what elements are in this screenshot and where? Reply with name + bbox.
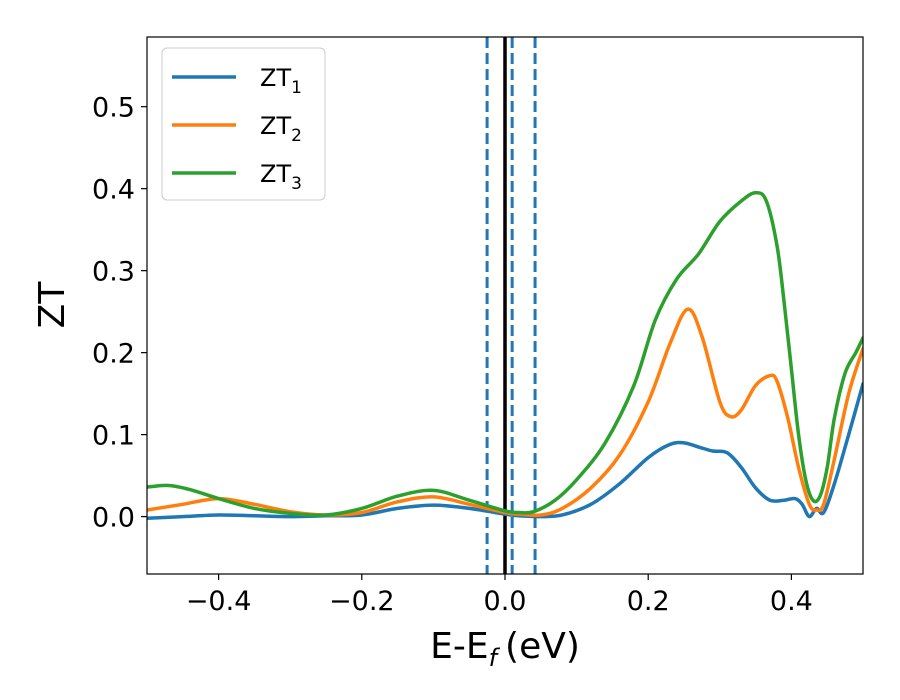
x-tick-label: 0.4 <box>770 586 813 617</box>
legend: ZT1 ZT2 ZT3 <box>161 47 326 201</box>
y-tick-label: 0.0 <box>92 503 135 534</box>
legend-label: ZT3 <box>260 160 302 194</box>
x-axis-title-subscript: f <box>489 644 501 672</box>
x-axis-title: E-Ef (eV) <box>430 626 580 672</box>
y-tick-label: 0.2 <box>92 339 135 370</box>
y-tick-label: 0.4 <box>92 175 135 206</box>
x-tick-label: 0.2 <box>627 586 670 617</box>
series-layer <box>147 191 863 520</box>
x-axis-title-main: E-E <box>430 626 488 667</box>
series-line-2 <box>147 307 863 518</box>
legend-box <box>161 47 326 201</box>
y-tick-label: 0.5 <box>92 93 135 124</box>
y-tick-label: 0.3 <box>92 257 135 288</box>
x-axis-title-unit: (eV) <box>505 626 580 667</box>
series-line-3 <box>147 191 863 517</box>
y-axis: 0.0 0.1 0.2 0.3 0.4 0.5 <box>92 93 147 534</box>
legend-label: ZT2 <box>260 112 302 146</box>
x-axis: −0.4 −0.2 0.0 0.2 0.4 <box>186 574 813 617</box>
x-tick-label: −0.2 <box>329 586 395 617</box>
x-tick-label: −0.4 <box>186 586 252 617</box>
y-axis-title: ZT <box>32 281 73 329</box>
x-tick-label: 0.0 <box>484 586 527 617</box>
y-tick-label: 0.1 <box>92 421 135 452</box>
reference-lines <box>485 37 537 574</box>
legend-label: ZT1 <box>260 64 302 98</box>
